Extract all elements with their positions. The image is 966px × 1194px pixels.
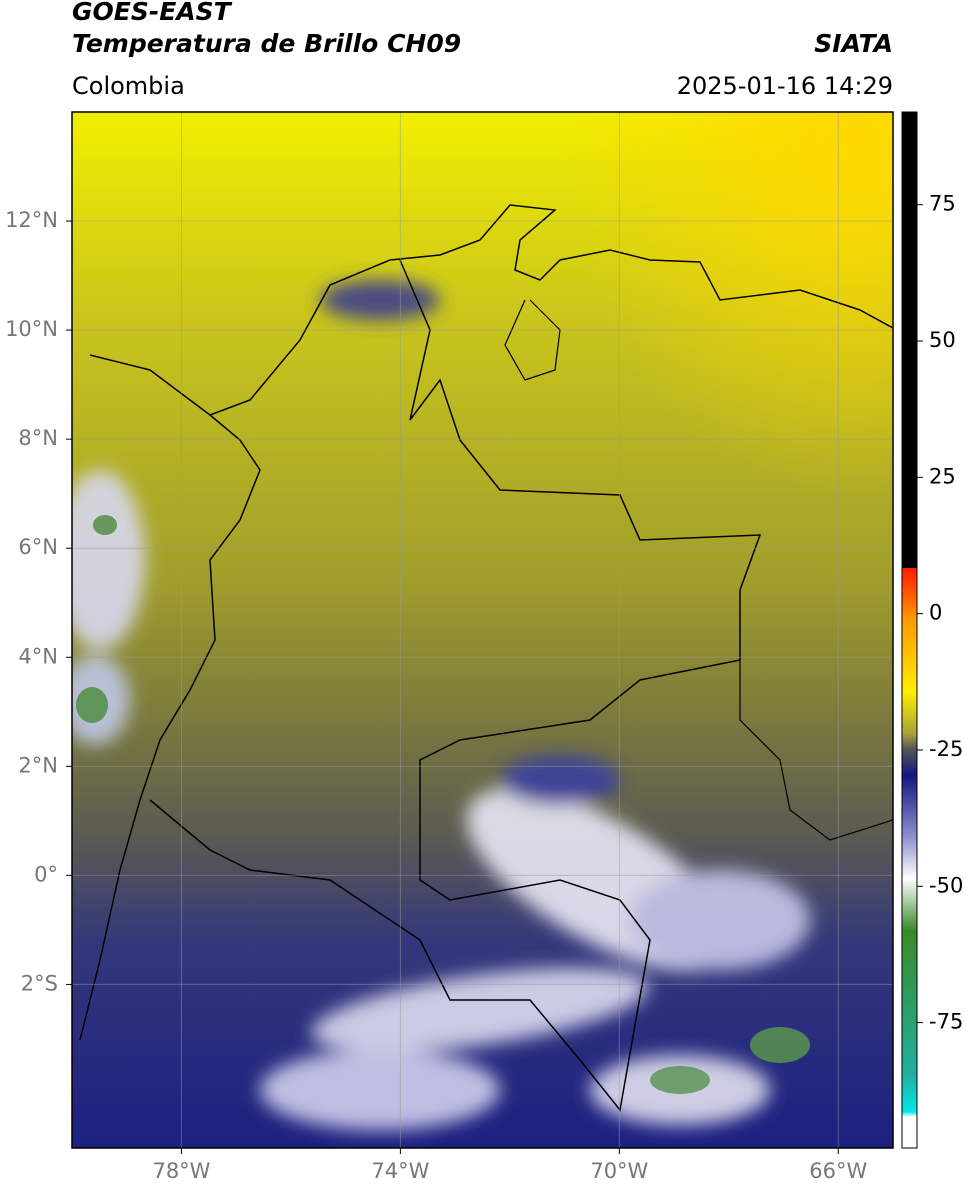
lat-tick-label: 2°N <box>18 753 58 777</box>
lat-tick-label: 6°N <box>18 535 58 559</box>
region: Colombia <box>72 72 185 100</box>
lon-tick-label: 70°W <box>590 1159 648 1183</box>
colorbar-tick-label: 0 <box>929 601 942 625</box>
lat-tick-label: 10°N <box>5 317 58 341</box>
colorbar-tick-label: -75 <box>929 1010 963 1034</box>
lat-tick-label: 2°S <box>21 971 58 995</box>
subtitle: Temperatura de Brillo CH09 <box>72 29 461 58</box>
colorbar <box>901 111 918 1149</box>
colorbar-tick-label: 25 <box>929 464 956 488</box>
colorbar-tick-label: 50 <box>929 328 956 352</box>
colorbar-tick-label: -25 <box>929 737 963 761</box>
lon-tick-label: 78°W <box>152 1159 210 1183</box>
lat-tick-label: 12°N <box>5 208 58 232</box>
title: GOES-EAST <box>72 0 233 26</box>
map-frame <box>71 111 894 1149</box>
satellite-image <box>72 112 893 1148</box>
datetime: 2025-01-16 14:29 <box>677 72 893 100</box>
lon-tick-label: 74°W <box>371 1159 429 1183</box>
lon-tick-label: 66°W <box>809 1159 867 1183</box>
lat-tick-label: 0° <box>34 862 58 886</box>
colorbar-tick-label: 75 <box>929 192 956 216</box>
colorbar-tick-label: -50 <box>929 873 963 897</box>
lat-tick-label: 8°N <box>18 426 58 450</box>
source: SIATA <box>814 29 893 58</box>
lat-tick-label: 4°N <box>18 644 58 668</box>
